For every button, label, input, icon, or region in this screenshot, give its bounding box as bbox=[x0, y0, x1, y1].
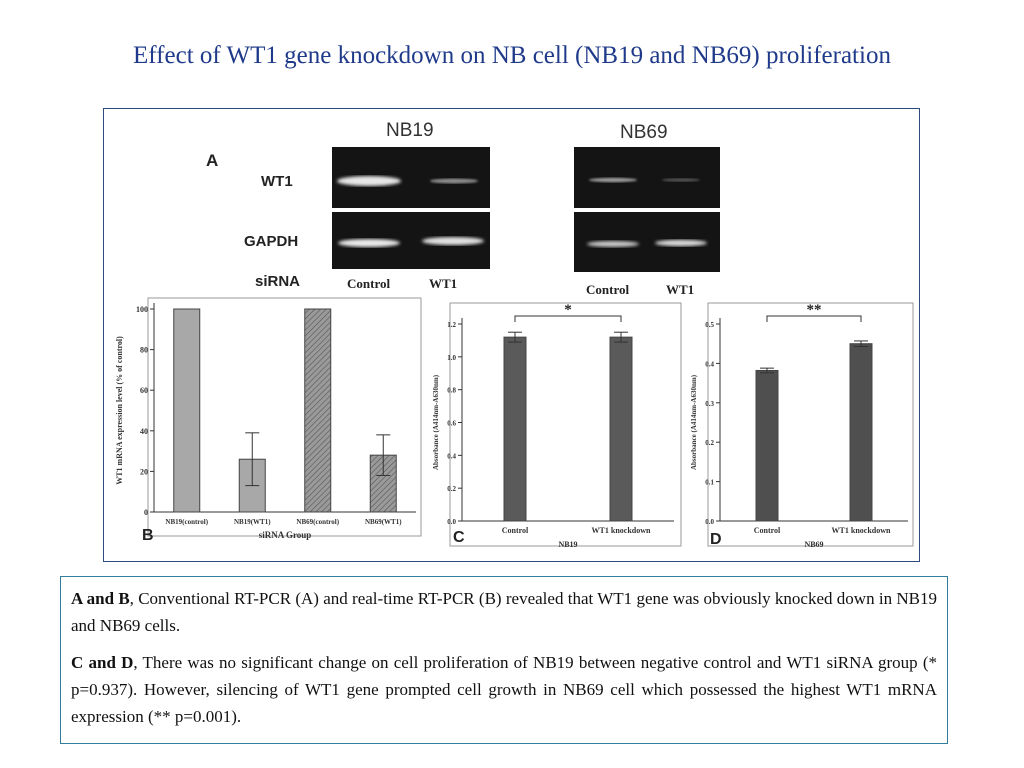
caption-box: A and B, Conventional RT-PCR (A) and rea… bbox=[60, 576, 948, 744]
lane-nb69-wt1: WT1 bbox=[666, 282, 695, 297]
band-nb69-wt1-control bbox=[589, 177, 637, 183]
nb69-gel-title: NB69 bbox=[620, 122, 668, 143]
x-axis-label: NB69 bbox=[804, 540, 823, 549]
slide-title: Effect of WT1 gene knockdown on NB cell … bbox=[133, 42, 891, 69]
category-label: NB69(control) bbox=[296, 518, 339, 526]
nb19-gel-title: NB19 bbox=[386, 120, 434, 141]
chart-c: 0.0 0.2 0.4 0.6 0.8 1.0 1.2 Control WT1 knockdow… bbox=[432, 302, 682, 549]
y-tick-label: 1.2 bbox=[447, 321, 456, 329]
band-nb69-gapdh-knockdown bbox=[655, 239, 707, 247]
y-tick-label: 20 bbox=[140, 467, 148, 476]
category-label: NB19(WT1) bbox=[234, 518, 271, 526]
y-tick-label: 0.5 bbox=[705, 321, 714, 329]
bar bbox=[173, 308, 201, 513]
y-tick-label: 0.2 bbox=[705, 439, 714, 447]
panel-c-letter: C bbox=[453, 529, 465, 546]
caption-paragraph-1: A and B, Conventional RT-PCR (A) and rea… bbox=[71, 585, 937, 639]
plot-border bbox=[449, 302, 682, 547]
significance-marker: ** bbox=[807, 302, 822, 318]
chart-b: 0 20 40 60 80 100 NB19(control) NB19(WT1) NB69(c… bbox=[115, 297, 422, 540]
significance-marker: * bbox=[564, 302, 572, 318]
plot-border bbox=[707, 302, 914, 547]
y-tick-label: 0.0 bbox=[447, 518, 456, 526]
chart-d: 0.0 0.1 0.2 0.3 0.4 0.5 Control WT1 knockdown NB… bbox=[690, 302, 914, 549]
x-axis-label: siRNA Group bbox=[259, 530, 312, 540]
y-tick-label: 0.2 bbox=[447, 485, 456, 493]
caption-1-bold: A and B bbox=[71, 589, 130, 608]
caption-1-text: , Conventional RT-PCR (A) and real-time … bbox=[71, 589, 937, 635]
bar bbox=[849, 343, 873, 522]
y-tick-label: 40 bbox=[140, 427, 148, 436]
significance-bracket bbox=[766, 315, 862, 322]
lane-nb19-wt1: WT1 bbox=[429, 276, 458, 291]
y-tick-label: 0 bbox=[144, 508, 148, 517]
y-tick-label: 0.4 bbox=[447, 452, 456, 460]
band-nb19-gapdh-control bbox=[338, 239, 400, 247]
band-nb69-wt1-knockdown bbox=[662, 178, 700, 182]
gel-images bbox=[332, 147, 720, 272]
row-label-wt1: WT1 bbox=[261, 173, 293, 190]
y-tick-label: 1.0 bbox=[447, 354, 456, 362]
plot-border bbox=[147, 297, 422, 537]
y-tick-label: 60 bbox=[140, 386, 148, 395]
bar bbox=[755, 369, 779, 522]
figure-frame: A WT1 GAPDH siRNA NB19 NB69 bbox=[103, 108, 920, 562]
y-tick-label: 0.3 bbox=[705, 400, 714, 408]
category-label: NB69(WT1) bbox=[365, 518, 402, 526]
significance-bracket bbox=[514, 315, 622, 322]
y-tick-label: 80 bbox=[140, 346, 148, 355]
panel-b-letter: B bbox=[142, 527, 154, 544]
y-tick-label: 0.8 bbox=[447, 387, 456, 395]
y-axis-label: WT1 mRNA expression level (% of control) bbox=[115, 336, 124, 485]
panel-a-letter: A bbox=[206, 151, 219, 170]
y-tick-label: 0.6 bbox=[447, 420, 456, 428]
caption-2-bold: C and D bbox=[71, 653, 134, 672]
lane-nb69-control: Control bbox=[586, 282, 630, 297]
caption-2-text: , There was no significant change on cel… bbox=[71, 653, 937, 726]
band-nb19-wt1-knockdown bbox=[430, 178, 478, 184]
bar bbox=[609, 336, 633, 522]
y-tick-label: 0.1 bbox=[705, 479, 714, 487]
bar bbox=[503, 336, 527, 522]
band-nb19-gapdh-knockdown bbox=[422, 237, 484, 245]
x-axis-label: NB19 bbox=[558, 540, 577, 549]
category-label: NB19(control) bbox=[165, 518, 208, 526]
category-label: WT1 knockdown bbox=[832, 526, 891, 535]
y-axis-label: Absorbance (A414nm-A630nm) bbox=[690, 374, 698, 470]
category-label: Control bbox=[502, 526, 529, 535]
gel-nb69-wt1 bbox=[574, 147, 720, 208]
row-label-sirna: siRNA bbox=[255, 273, 301, 290]
y-tick-label: 100 bbox=[136, 305, 148, 314]
y-tick-label: 0.4 bbox=[705, 360, 714, 368]
category-label: Control bbox=[754, 526, 781, 535]
y-axis-label: Absorbance (A414nm-A630nm) bbox=[432, 374, 440, 470]
row-label-gapdh: GAPDH bbox=[244, 233, 299, 250]
band-nb19-wt1-control bbox=[337, 176, 401, 186]
caption-paragraph-2: C and D, There was no significant change… bbox=[71, 649, 937, 730]
panel-d-letter: D bbox=[710, 531, 722, 548]
category-label: WT1 knockdown bbox=[592, 526, 651, 535]
band-nb69-gapdh-control bbox=[587, 241, 639, 247]
lane-nb19-control: Control bbox=[347, 276, 391, 291]
bar bbox=[304, 308, 332, 513]
y-tick-label: 0.0 bbox=[705, 518, 714, 526]
